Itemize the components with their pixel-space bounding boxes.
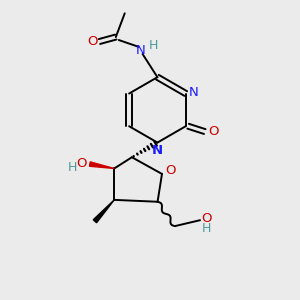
Text: O: O (87, 35, 97, 48)
Text: H: H (148, 39, 158, 52)
Text: O: O (201, 212, 212, 225)
Text: O: O (166, 164, 176, 178)
Text: O: O (208, 125, 219, 138)
Text: N: N (189, 85, 199, 98)
Polygon shape (89, 162, 114, 169)
Text: H: H (202, 222, 211, 235)
Text: N: N (151, 144, 162, 157)
Text: N: N (136, 44, 146, 57)
Polygon shape (93, 200, 114, 223)
Text: O: O (76, 157, 87, 169)
Text: H: H (67, 161, 77, 174)
